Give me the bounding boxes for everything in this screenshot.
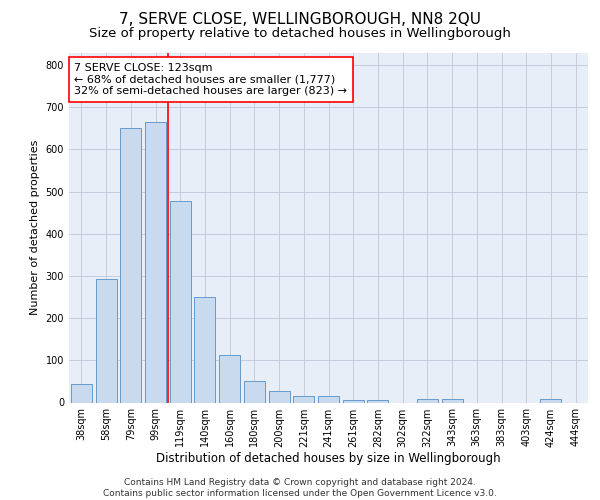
- Bar: [417, 399, 438, 402]
- Bar: [293, 396, 314, 402]
- Bar: [194, 297, 215, 403]
- Bar: [219, 355, 240, 403]
- Bar: [343, 400, 364, 402]
- Y-axis label: Number of detached properties: Number of detached properties: [30, 140, 40, 315]
- Bar: [95, 279, 116, 402]
- Bar: [541, 399, 562, 402]
- Bar: [170, 201, 191, 402]
- Bar: [145, 122, 166, 402]
- Text: Contains HM Land Registry data © Crown copyright and database right 2024.
Contai: Contains HM Land Registry data © Crown c…: [103, 478, 497, 498]
- X-axis label: Distribution of detached houses by size in Wellingborough: Distribution of detached houses by size …: [156, 452, 501, 466]
- Text: 7, SERVE CLOSE, WELLINGBOROUGH, NN8 2QU: 7, SERVE CLOSE, WELLINGBOROUGH, NN8 2QU: [119, 12, 481, 28]
- Text: 7 SERVE CLOSE: 123sqm
← 68% of detached houses are smaller (1,777)
32% of semi-d: 7 SERVE CLOSE: 123sqm ← 68% of detached …: [74, 63, 347, 96]
- Text: Size of property relative to detached houses in Wellingborough: Size of property relative to detached ho…: [89, 28, 511, 40]
- Bar: [120, 128, 141, 402]
- Bar: [318, 396, 339, 402]
- Bar: [442, 399, 463, 402]
- Bar: [367, 400, 388, 402]
- Bar: [71, 384, 92, 402]
- Bar: [244, 382, 265, 402]
- Bar: [269, 391, 290, 402]
